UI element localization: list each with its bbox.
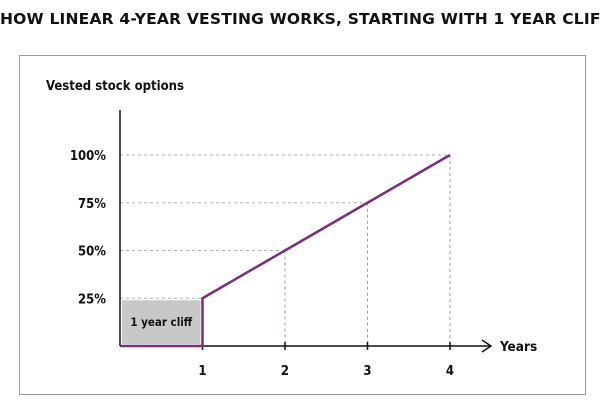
x-tick-label-1: 1: [198, 364, 206, 379]
x-tick-label-4: 4: [446, 364, 454, 379]
y-axis-label: Vested stock options: [46, 79, 184, 94]
chart-title: HOW LINEAR 4-YEAR VESTING WORKS, STARTIN…: [0, 10, 600, 28]
x-axis-arrow: [481, 339, 493, 353]
cliff-label: 1 year cliff: [130, 315, 192, 329]
x-tick-label-2: 2: [281, 364, 289, 379]
x-tick-label-3: 3: [363, 364, 371, 379]
series-line: [120, 153, 451, 348]
y-tick-label-75: 75%: [78, 197, 106, 212]
y-tick-label-50: 50%: [78, 245, 106, 260]
tick-labels: 25% 50% 75% 100% 1 2 3 4: [70, 149, 454, 379]
y-tick-label-25: 25%: [78, 292, 106, 307]
chart-panel: [19, 55, 586, 395]
x-axis-label: Years: [499, 339, 537, 355]
y-tick-label-100: 100%: [70, 149, 106, 164]
cliff-box: [122, 300, 201, 344]
guide-lines: [120, 154, 451, 346]
